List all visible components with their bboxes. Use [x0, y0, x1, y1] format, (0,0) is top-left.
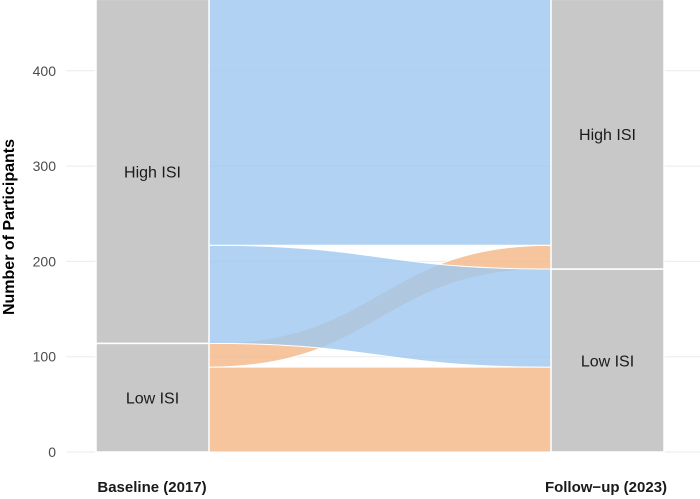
stratum-left-high-isi — [95, 0, 210, 345]
stratum-right-low-isi — [550, 268, 665, 453]
flow-layer — [208, 0, 552, 453]
stratum-label-right-high-isi: High ISI — [579, 127, 636, 144]
stratum-right-high-isi — [550, 0, 665, 270]
y-tick-label: 300 — [33, 158, 57, 174]
x-axis-label-baseline: Baseline (2017) — [97, 479, 206, 496]
x-axis-label-followup: Follow−up (2023) — [545, 479, 667, 496]
y-tick-label: 0 — [48, 444, 56, 460]
y-tick-labels: 0 100 200 300 400 — [33, 63, 57, 460]
stratum-label-left-high-isi: High ISI — [124, 164, 181, 181]
y-tick-label: 400 — [33, 63, 57, 79]
stratum-label-right-low-isi: Low ISI — [581, 354, 634, 371]
flow-high-isi-to-high-isi — [208, 0, 552, 246]
stratum-label-left-low-isi: Low ISI — [126, 391, 179, 408]
y-axis-title: Number of Participants — [1, 139, 18, 315]
y-tick-label: 100 — [33, 349, 57, 365]
stratum-layer: Low ISI High ISI Low ISI High ISI — [95, 0, 665, 453]
flow-low-isi-to-low-isi — [208, 366, 552, 453]
y-tick-label: 200 — [33, 253, 57, 269]
